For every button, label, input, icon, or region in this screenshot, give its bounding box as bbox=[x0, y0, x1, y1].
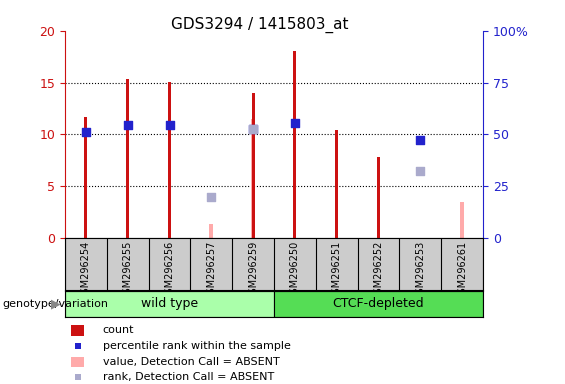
Bar bbox=[126, 79, 129, 238]
Text: rank, Detection Call = ABSENT: rank, Detection Call = ABSENT bbox=[103, 372, 274, 382]
Text: wild type: wild type bbox=[141, 297, 198, 310]
Text: GSM296261: GSM296261 bbox=[457, 241, 467, 300]
Bar bbox=[251, 93, 255, 238]
Point bbox=[290, 120, 299, 126]
Point bbox=[416, 136, 425, 142]
Bar bbox=[377, 157, 380, 238]
Text: genotype/variation: genotype/variation bbox=[3, 299, 109, 309]
Text: GSM296253: GSM296253 bbox=[415, 241, 425, 300]
Point bbox=[123, 122, 132, 128]
Bar bbox=[335, 130, 338, 238]
Text: value, Detection Call = ABSENT: value, Detection Call = ABSENT bbox=[103, 357, 279, 367]
Text: GSM296259: GSM296259 bbox=[248, 241, 258, 300]
Text: GSM296257: GSM296257 bbox=[206, 241, 216, 300]
Point bbox=[249, 126, 258, 132]
Bar bbox=[71, 325, 84, 336]
Text: GSM296254: GSM296254 bbox=[81, 241, 91, 300]
Bar bbox=[460, 202, 464, 238]
Text: count: count bbox=[103, 326, 134, 336]
Point bbox=[207, 194, 216, 200]
Text: ▶: ▶ bbox=[51, 298, 61, 311]
Bar bbox=[71, 357, 84, 367]
Text: GSM296250: GSM296250 bbox=[290, 241, 300, 300]
Text: percentile rank within the sample: percentile rank within the sample bbox=[103, 341, 290, 351]
Point bbox=[81, 129, 90, 136]
Text: GDS3294 / 1415803_at: GDS3294 / 1415803_at bbox=[171, 17, 349, 33]
Bar bbox=[84, 117, 88, 238]
Bar bbox=[65, 291, 274, 317]
Bar bbox=[274, 291, 483, 317]
Bar bbox=[293, 51, 297, 238]
Text: GSM296256: GSM296256 bbox=[164, 241, 175, 300]
Text: GSM296255: GSM296255 bbox=[123, 241, 133, 300]
Point bbox=[416, 167, 425, 174]
Text: CTCF-depleted: CTCF-depleted bbox=[333, 297, 424, 310]
Text: GSM296252: GSM296252 bbox=[373, 241, 384, 300]
Point bbox=[165, 122, 174, 128]
Bar bbox=[209, 223, 214, 238]
Bar bbox=[168, 81, 171, 238]
Bar bbox=[251, 119, 255, 238]
Point bbox=[249, 126, 258, 132]
Text: GSM296251: GSM296251 bbox=[332, 241, 342, 300]
